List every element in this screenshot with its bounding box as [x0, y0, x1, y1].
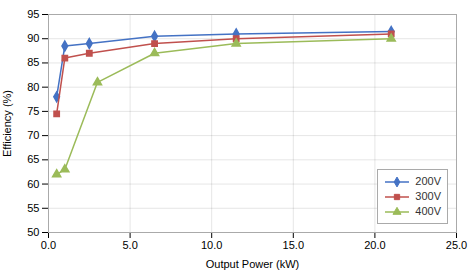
- svg-text:75: 75: [27, 105, 39, 117]
- svg-text:Output Power (kW): Output Power (kW): [206, 258, 300, 270]
- svg-text:20.0: 20.0: [364, 239, 385, 251]
- svg-text:10.0: 10.0: [201, 239, 222, 251]
- svg-text:55: 55: [27, 202, 39, 214]
- html-text:400V: 400V: [415, 205, 441, 217]
- svg-text:65: 65: [27, 153, 39, 165]
- svg-text:15.0: 15.0: [283, 239, 304, 251]
- svg-text:80: 80: [27, 81, 39, 93]
- svg-text:5.0: 5.0: [122, 239, 137, 251]
- svg-text:Efficiency (%): Efficiency (%): [1, 90, 13, 157]
- svg-text:85: 85: [27, 56, 39, 68]
- svg-text:0.0: 0.0: [41, 239, 56, 251]
- svg-text:25.0: 25.0: [446, 239, 467, 251]
- svg-text:90: 90: [27, 32, 39, 44]
- svg-text:95: 95: [27, 8, 39, 20]
- svg-text:60: 60: [27, 178, 39, 190]
- html-text:300V: 300V: [415, 190, 441, 202]
- html-text:200V: 200V: [415, 175, 441, 187]
- svg-text:50: 50: [27, 226, 39, 238]
- svg-text:70: 70: [27, 129, 39, 141]
